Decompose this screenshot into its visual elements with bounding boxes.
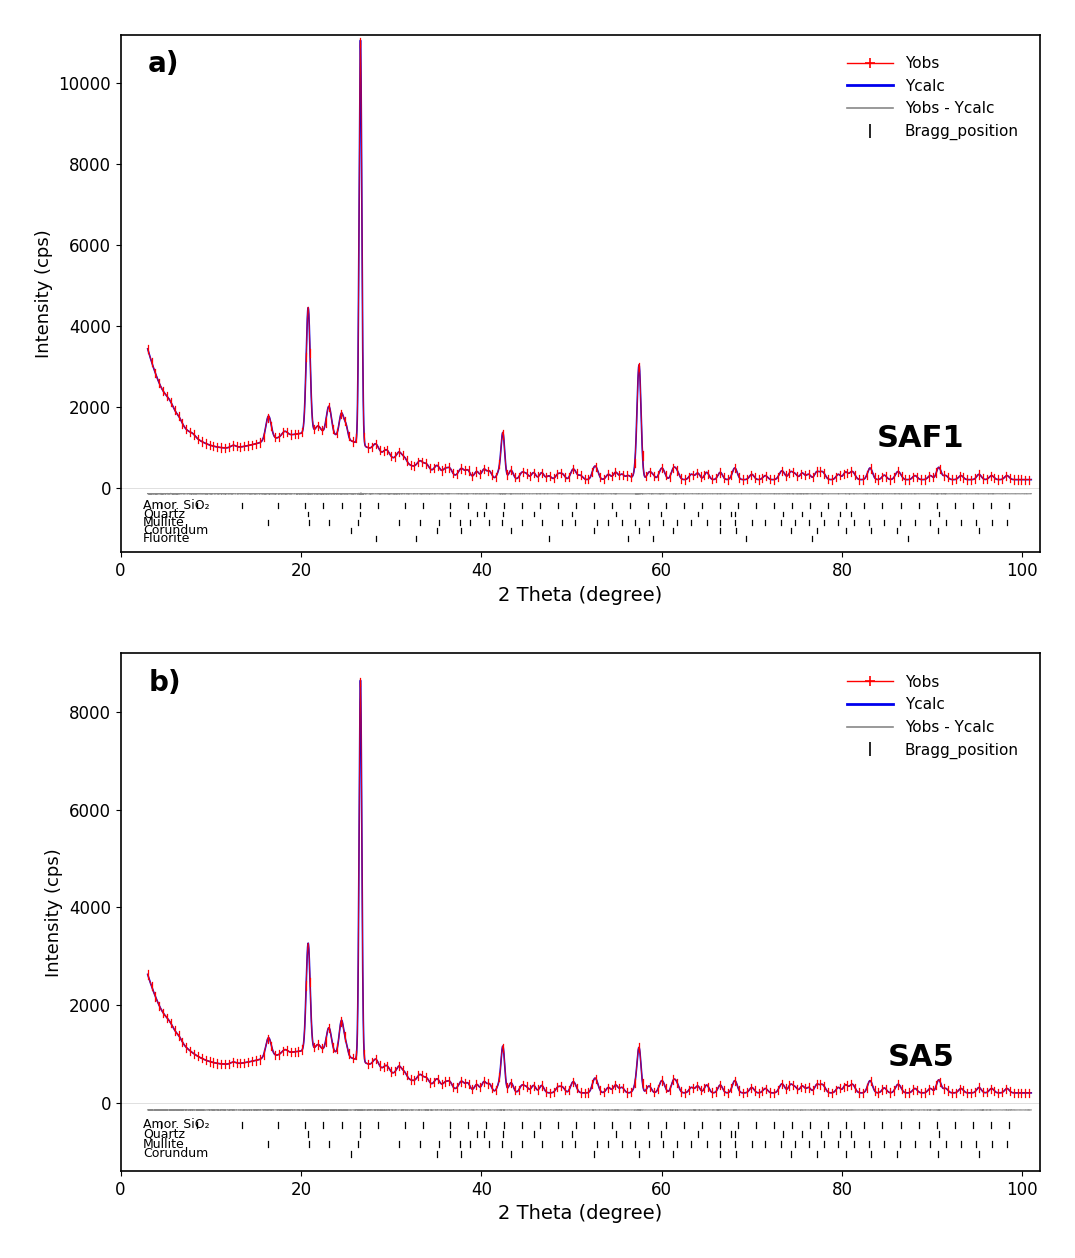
Text: Fluorite: Fluorite — [143, 532, 190, 545]
Text: Amor. SiO₂: Amor. SiO₂ — [143, 499, 210, 512]
Y-axis label: Intensity (cps): Intensity (cps) — [45, 848, 63, 976]
Text: a): a) — [148, 50, 180, 78]
Text: Amor. SiO₂: Amor. SiO₂ — [143, 1118, 210, 1131]
Y-axis label: Intensity (cps): Intensity (cps) — [34, 229, 53, 359]
Text: Quartz: Quartz — [143, 507, 185, 521]
Text: Corundum: Corundum — [143, 523, 209, 537]
X-axis label: 2 Theta (degree): 2 Theta (degree) — [499, 586, 662, 605]
Text: b): b) — [148, 669, 181, 697]
Text: Quartz: Quartz — [143, 1128, 185, 1141]
Text: Mullite: Mullite — [143, 1137, 185, 1151]
X-axis label: 2 Theta (degree): 2 Theta (degree) — [499, 1204, 662, 1223]
Legend: Yobs, Ycalc, Yobs - Ycalc, Bragg_position: Yobs, Ycalc, Yobs - Ycalc, Bragg_positio… — [841, 668, 1024, 765]
Text: SA5: SA5 — [887, 1043, 955, 1072]
Text: Mullite: Mullite — [143, 516, 185, 528]
Text: Corundum: Corundum — [143, 1147, 209, 1160]
Legend: Yobs, Ycalc, Yobs - Ycalc, Bragg_position: Yobs, Ycalc, Yobs - Ycalc, Bragg_positio… — [841, 50, 1024, 146]
Text: SAF1: SAF1 — [877, 424, 964, 453]
